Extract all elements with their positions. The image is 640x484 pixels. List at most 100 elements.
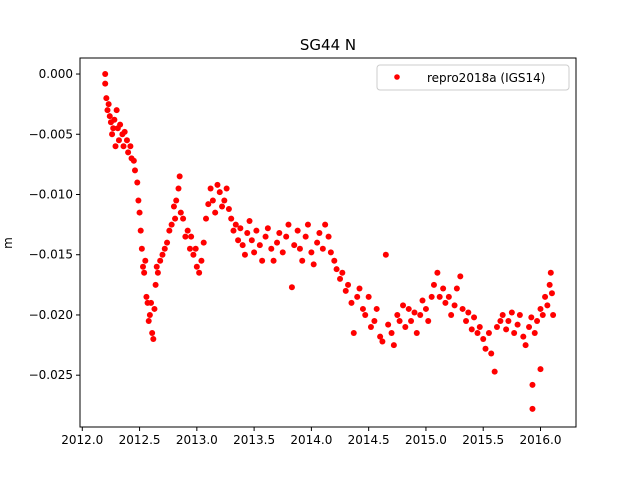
data-point: [177, 209, 184, 216]
data-point: [241, 251, 248, 258]
data-point: [214, 181, 221, 188]
x-tick-label: 2016.0: [519, 433, 561, 447]
data-point: [138, 245, 145, 252]
data-point: [394, 311, 401, 318]
x-tick-label: 2015.0: [405, 433, 447, 447]
data-point: [145, 317, 152, 324]
plot-frame: [79, 57, 577, 428]
data-point: [288, 284, 295, 291]
x-tick-label: 2012.0: [61, 433, 103, 447]
data-point: [173, 197, 180, 204]
data-point: [322, 221, 329, 228]
data-point: [514, 321, 521, 328]
data-point: [390, 342, 397, 349]
data-point: [396, 317, 403, 324]
data-point: [302, 233, 309, 240]
data-point: [310, 261, 317, 268]
data-point: [314, 239, 321, 246]
data-point: [453, 285, 460, 292]
data-point: [135, 197, 142, 204]
data-point: [417, 311, 424, 318]
data-point: [425, 317, 432, 324]
x-tick-label: 2012.5: [119, 433, 161, 447]
data-point: [546, 281, 553, 288]
data-point: [528, 314, 535, 321]
legend: repro2018a (IGS14): [376, 64, 570, 91]
data-point: [319, 245, 326, 252]
data-point: [445, 293, 452, 300]
data-point: [205, 201, 212, 208]
x-tick-label: 2014.5: [348, 433, 390, 447]
data-point: [436, 293, 443, 300]
data-point: [172, 215, 179, 222]
data-point: [537, 366, 544, 373]
data-point: [239, 242, 246, 249]
data-point: [457, 273, 464, 280]
data-point: [474, 330, 481, 337]
data-point: [285, 221, 292, 228]
data-point: [176, 173, 183, 180]
data-point: [511, 330, 518, 337]
data-point: [112, 143, 119, 150]
data-point: [337, 275, 344, 282]
data-point: [440, 285, 447, 292]
data-point: [350, 330, 357, 337]
data-point: [316, 230, 323, 237]
data-point: [465, 309, 472, 316]
data-point: [200, 239, 207, 246]
data-point: [296, 245, 303, 252]
data-point: [377, 333, 384, 340]
data-point: [379, 338, 386, 345]
data-point: [207, 185, 214, 192]
data-point: [223, 185, 230, 192]
data-point: [225, 205, 232, 212]
data-point: [497, 317, 504, 324]
data-point: [279, 249, 286, 256]
data-points: [102, 71, 557, 412]
data-point: [159, 251, 166, 258]
data-point: [537, 305, 544, 312]
data-point: [120, 143, 127, 150]
data-point: [154, 269, 161, 276]
data-point: [148, 299, 155, 306]
data-point: [451, 302, 458, 309]
data-point: [149, 330, 156, 337]
y-tick-label: −0.010: [29, 187, 73, 201]
data-point: [485, 330, 492, 337]
data-point: [413, 330, 420, 337]
data-point: [259, 257, 266, 264]
data-point: [136, 209, 143, 216]
data-point: [104, 107, 111, 114]
data-point: [121, 128, 128, 135]
data-point: [230, 227, 237, 234]
data-point: [405, 305, 412, 312]
data-point: [264, 225, 271, 232]
data-point: [348, 299, 355, 306]
data-point: [408, 317, 415, 324]
data-point: [109, 131, 116, 138]
data-point: [476, 324, 483, 331]
legend-marker: [394, 74, 400, 80]
data-point: [244, 230, 251, 237]
data-point: [134, 179, 141, 186]
data-point: [184, 227, 191, 234]
data-point: [168, 221, 175, 228]
data-point: [400, 302, 407, 309]
data-point: [531, 330, 538, 337]
data-point: [359, 305, 366, 312]
data-point: [253, 227, 260, 234]
data-point: [333, 266, 340, 273]
data-point: [550, 311, 557, 318]
legend-box: [376, 64, 570, 91]
axis-ticks: 2012.0 2012.5 2013.0 2013.5 2014.0 2014.5 2015…: [29, 67, 562, 447]
data-point: [382, 251, 389, 258]
data-point: [262, 233, 269, 240]
x-tick-label: 2014.0: [290, 433, 332, 447]
data-point: [221, 197, 228, 204]
data-point: [402, 324, 409, 331]
data-point: [153, 263, 160, 270]
data-point: [256, 242, 263, 249]
y-tick-label: 0.000: [39, 67, 73, 81]
data-point: [235, 237, 242, 244]
